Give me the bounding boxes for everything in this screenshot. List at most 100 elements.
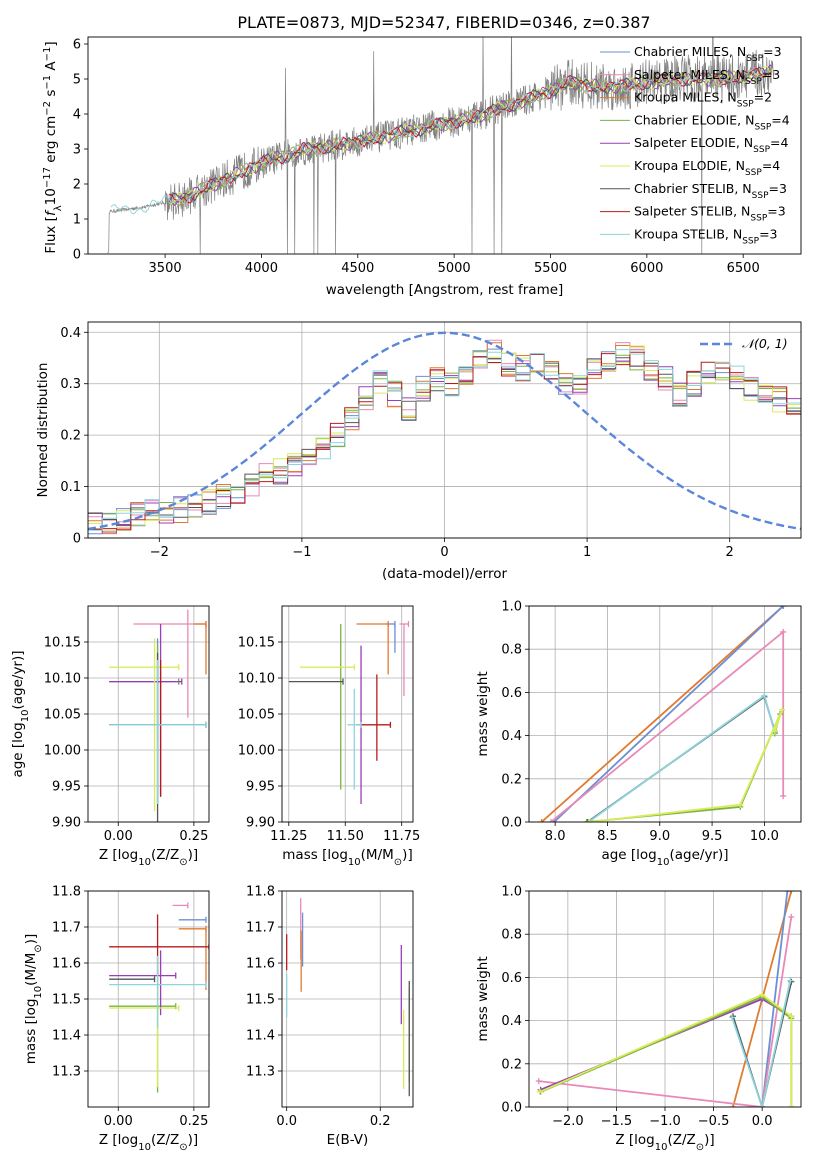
y-axis-label: mass [log10(M/M⊙)] — [23, 934, 44, 1064]
weight-plot-area — [538, 606, 787, 822]
x-tick-label: 0.0 — [276, 1114, 297, 1129]
x-tick-label: 6000 — [630, 261, 663, 276]
x-tick-label: 11.25 — [270, 829, 307, 844]
y-tick-label: 11.6 — [52, 957, 81, 972]
weight-plot-area — [535, 891, 795, 1107]
y-tick-label: 0.8 — [501, 928, 522, 943]
axes-frame — [87, 605, 210, 823]
y-axis-label: Flux [fλ10−17 erg cm−2 s−1 A−1] — [42, 41, 64, 253]
weight-marker — [779, 706, 786, 713]
weight-marker — [759, 991, 766, 998]
model-spectrum-line — [110, 69, 772, 215]
x-tick-label: 0.25 — [179, 829, 208, 844]
y-tick-label: 11.8 — [52, 885, 81, 900]
errorbar-point — [399, 621, 410, 696]
x-axis-label: Z [log10(Z/Z⊙)] — [615, 1132, 714, 1153]
errorbar-point — [109, 1005, 180, 1088]
axes-frame — [528, 605, 802, 823]
weight-vs-age-panel: 8.0 8.5 9.0 9.5 10.0 0.0 0.2 0.4 0.6 0.8 1.0 age [l… — [475, 600, 802, 868]
errorbar-plot-area — [109, 609, 207, 822]
legend-label: Salpeter MILES, NSSP=3 — [634, 67, 780, 87]
weight-marker — [788, 891, 795, 894]
y-tick-label: 10.00 — [44, 744, 81, 759]
weight-marker — [780, 606, 787, 609]
legend-label: 𝒩(0, 1) — [742, 336, 788, 351]
errorbar-point — [109, 970, 177, 1093]
weight-marker — [787, 977, 794, 984]
y-tick-label: 2 — [73, 178, 81, 193]
errorbar-point — [109, 955, 207, 1028]
errorbar-point — [109, 950, 177, 1016]
x-axis-label: mass [log10(M/M⊙)] — [282, 847, 412, 868]
mass-vs-metallicity-panel: 0.00 0.25 11.3 11.4 11.5 11.6 11.7 11.8 Z [log10… — [23, 885, 210, 1153]
weight-marker — [780, 793, 787, 800]
y-tick-label: 9.90 — [246, 816, 275, 831]
x-tick-label: 8.5 — [597, 829, 618, 844]
weight-marker — [586, 819, 593, 822]
x-tick-label: −2.0 — [552, 1114, 584, 1129]
legend-label: Chabrier STELIB, NSSP=3 — [634, 181, 787, 201]
spectrum-plot-area — [107, 37, 775, 254]
y-tick-label: 0.4 — [60, 326, 81, 341]
y-tick-label: 0 — [73, 532, 81, 547]
residual-histogram-step — [88, 349, 801, 531]
x-tick-label: 11.75 — [383, 829, 420, 844]
weight-marker — [535, 1078, 542, 1085]
weight-marker — [761, 692, 768, 699]
weight-line — [538, 916, 793, 1107]
y-axis-label: mass weight — [475, 671, 491, 756]
y-tick-label: 11.6 — [246, 957, 275, 972]
x-tick-label: 0.2 — [370, 1114, 391, 1129]
weight-line — [553, 606, 784, 822]
residuals-panel: −2 −1 0 1 2 0 0.1 0.2 0.3 0.4 (data-model)/error No… — [35, 321, 802, 582]
y-tick-label: 10.15 — [44, 636, 81, 651]
residual-histogram-step — [88, 348, 801, 535]
x-axis-label: (data-model)/error — [382, 566, 508, 582]
errorbar-point — [178, 916, 207, 923]
axes-frame — [87, 321, 802, 539]
y-tick-label: 0.0 — [501, 816, 522, 831]
x-tick-label: 0.00 — [104, 1114, 133, 1129]
x-tick-label: 8.0 — [545, 829, 566, 844]
y-tick-label: 11.3 — [246, 1065, 275, 1080]
x-tick-label: −1.0 — [649, 1114, 681, 1129]
y-tick-label: 10.10 — [44, 672, 81, 687]
y-axis-label: Normed distribution — [35, 363, 51, 498]
errorbar-point — [193, 621, 207, 675]
x-tick-label: 5000 — [438, 261, 471, 276]
y-tick-label: 10.10 — [238, 672, 275, 687]
x-tick-label: 9.5 — [702, 829, 723, 844]
x-tick-label: 0.0 — [752, 1114, 773, 1129]
x-tick-label: 0.00 — [104, 829, 133, 844]
x-axis-label: Z [log10(Z/Z⊙)] — [99, 847, 198, 868]
y-axis-label: age [log10(age/yr)] — [10, 650, 31, 777]
y-tick-label: 0 — [73, 248, 81, 263]
axes-frame — [87, 890, 210, 1108]
y-tick-label: 3 — [73, 143, 81, 158]
x-tick-label: 0.25 — [179, 1114, 208, 1129]
normal-distribution-curve — [88, 331, 801, 531]
x-axis-label: Z [log10(Z/Z⊙)] — [99, 1132, 198, 1153]
y-tick-label: 10.05 — [238, 708, 275, 723]
errorbar-plot-area — [109, 902, 209, 1093]
residual-histogram-step — [88, 353, 801, 531]
errorbar-point — [109, 638, 180, 740]
x-tick-label: 4500 — [341, 261, 374, 276]
y-tick-label: 9.95 — [52, 780, 81, 795]
y-tick-label: 11.4 — [52, 1029, 81, 1044]
weight-marker — [780, 628, 787, 635]
y-tick-label: 1.0 — [501, 885, 522, 900]
mass-vs-reddening-panel: 0.0 0.2 11.3 11.4 11.5 11.6 11.7 11.8 E(B-V) — [246, 885, 414, 1148]
y-tick-label: 11.4 — [246, 1029, 275, 1044]
weight-marker — [729, 1014, 736, 1021]
weight-marker — [538, 819, 545, 822]
weight-marker — [536, 1088, 543, 1095]
x-tick-label: 3500 — [149, 261, 182, 276]
weight-marker — [788, 1104, 795, 1107]
y-tick-label: 9.95 — [246, 780, 275, 795]
y-tick-label: 0.0 — [501, 1101, 522, 1116]
axes-frame — [528, 890, 802, 1108]
y-tick-label: 9.90 — [52, 816, 81, 831]
weight-line — [761, 891, 789, 1107]
y-tick-label: 10.15 — [238, 636, 275, 651]
